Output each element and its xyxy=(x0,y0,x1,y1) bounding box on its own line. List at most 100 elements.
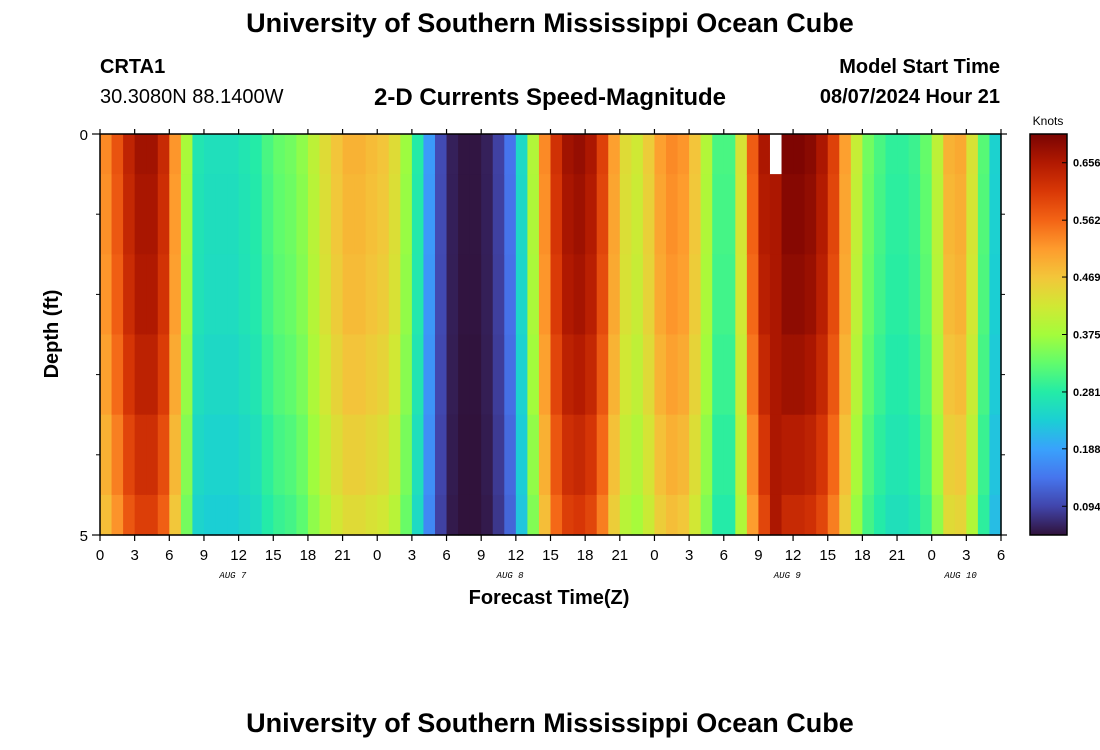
heatmap-cell xyxy=(966,134,979,175)
heatmap-cell xyxy=(215,494,228,536)
heatmap-cell xyxy=(746,494,760,536)
heatmap-cell xyxy=(538,134,552,175)
heatmap-cell xyxy=(342,334,355,416)
heatmap-cell xyxy=(446,494,459,536)
colorbar-tick-label: 0.188 xyxy=(1073,444,1100,456)
heatmap-cell xyxy=(966,254,979,336)
heatmap-cell xyxy=(885,134,898,175)
station-coords: 30.3080N 88.1400W xyxy=(100,86,284,108)
heatmap-cell xyxy=(873,494,887,536)
heatmap-cell xyxy=(712,254,725,336)
heatmap-cell xyxy=(157,414,170,496)
heatmap-cell xyxy=(169,174,182,255)
heatmap-cell xyxy=(354,494,367,536)
heatmap-cell xyxy=(758,494,771,536)
heatmap-cell xyxy=(746,254,760,336)
heatmap-cell xyxy=(203,254,217,336)
heatmap-cell xyxy=(365,334,378,416)
heatmap-cell xyxy=(446,334,459,416)
heatmap-cell xyxy=(273,254,286,336)
heatmap-cell xyxy=(550,254,563,336)
heatmap-cell xyxy=(781,134,794,175)
heatmap-cell xyxy=(585,414,598,496)
heatmap-cell xyxy=(596,494,609,536)
x-tick-label: 3 xyxy=(962,547,970,564)
heatmap-cell xyxy=(954,334,967,416)
heatmap-cell xyxy=(700,134,713,175)
heatmap-cell xyxy=(227,254,240,336)
heatmap-cell xyxy=(700,494,713,536)
heatmap-cell xyxy=(666,174,679,255)
heatmap-cell xyxy=(954,414,967,496)
heatmap-cell xyxy=(989,174,1002,255)
heatmap-cell xyxy=(157,334,170,416)
heatmap-cell xyxy=(920,414,933,496)
colorbar-tick-label: 0.656 xyxy=(1073,158,1100,170)
heatmap-cell xyxy=(827,414,840,496)
heatmap-cell xyxy=(596,174,609,255)
heatmap-cell xyxy=(331,134,344,175)
heatmap-cell xyxy=(885,334,898,416)
heatmap-cell xyxy=(862,334,875,416)
heatmap-cell xyxy=(192,494,205,536)
model-start-label: Model Start Time xyxy=(839,56,1000,78)
heatmap-cell xyxy=(215,254,228,336)
heatmap-cell xyxy=(423,414,436,496)
heatmap-cell xyxy=(735,134,748,175)
heatmap-cell xyxy=(642,334,656,416)
heatmap-cell xyxy=(365,254,378,336)
heatmap-cell xyxy=(446,254,459,336)
heatmap-cell xyxy=(434,254,448,336)
heatmap-cell xyxy=(596,334,609,416)
heatmap-cell xyxy=(827,494,840,536)
heatmap-cell xyxy=(354,254,367,336)
heatmap-cell xyxy=(307,254,321,336)
heatmap-cell xyxy=(920,254,933,336)
heatmap-cell xyxy=(515,134,528,175)
x-tick-label: 3 xyxy=(685,547,693,564)
heatmap-cell xyxy=(943,254,956,336)
heatmap-cell xyxy=(261,134,274,175)
heatmap-cell xyxy=(284,134,297,175)
heatmap-cell xyxy=(400,174,413,255)
y-axis-title: Depth (ft) xyxy=(41,290,63,379)
heatmap-cell xyxy=(943,414,956,496)
x-tick-label: 18 xyxy=(300,547,317,564)
heatmap-cell xyxy=(839,134,852,175)
heatmap-cell xyxy=(689,334,702,416)
heatmap-cell xyxy=(700,334,713,416)
heatmap-cell xyxy=(897,334,910,416)
heatmap-cell xyxy=(538,254,552,336)
heatmap-cell xyxy=(850,254,863,336)
heatmap-cell xyxy=(608,134,621,175)
heatmap-cell xyxy=(804,254,817,336)
heatmap-cell xyxy=(458,174,471,255)
heatmap-cell xyxy=(458,494,471,536)
heatmap-cell xyxy=(400,494,413,536)
heatmap-cell xyxy=(492,494,505,536)
heatmap-cell xyxy=(689,494,702,536)
heatmap-cell xyxy=(943,334,956,416)
colorbar-fill xyxy=(1029,133,1068,536)
heatmap-cell xyxy=(400,134,413,175)
heatmap-cell xyxy=(885,174,898,255)
heatmap-cell xyxy=(804,134,817,175)
heatmap-cell xyxy=(469,414,482,496)
heatmap-cell xyxy=(538,494,552,536)
heatmap-cell xyxy=(908,174,921,255)
heatmap-cell xyxy=(446,134,459,175)
heatmap-cell xyxy=(180,334,194,416)
heatmap-cell xyxy=(897,254,910,336)
heatmap-cell xyxy=(250,334,263,416)
heatmap-cell xyxy=(123,174,136,255)
heatmap-cell xyxy=(434,494,448,536)
heatmap-cell xyxy=(712,174,725,255)
heatmap-cell xyxy=(388,174,401,255)
heatmap-cell xyxy=(793,254,806,336)
colorbar-tick-label: 0.469 xyxy=(1073,272,1100,284)
heatmap-cell xyxy=(111,134,124,175)
heatmap-cell xyxy=(192,174,205,255)
model-start-value: 08/07/2024 Hour 21 xyxy=(819,86,1000,108)
heatmap-cell xyxy=(793,334,806,416)
heatmap-cell xyxy=(261,174,274,255)
